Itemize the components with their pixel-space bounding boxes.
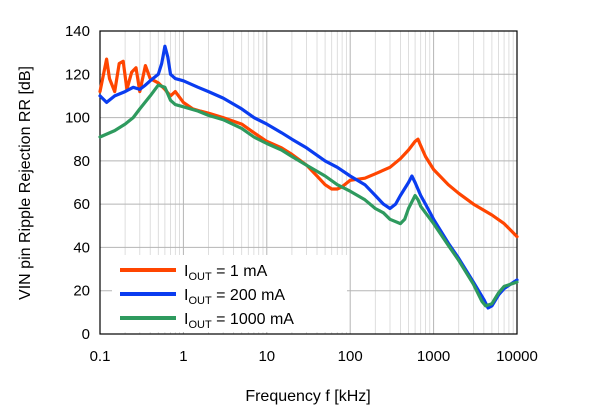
y-axis-label: VIN pin Ripple Rejection RR [dB]	[17, 66, 34, 300]
series-line-1	[98, 57, 519, 239]
x-tick-label: 100	[338, 348, 363, 365]
plot-frame	[99, 30, 518, 335]
y-tick-label: 100	[65, 110, 90, 127]
x-tick-label: 10000	[496, 348, 538, 365]
x-tick-label: 1000	[417, 348, 450, 365]
x-tick-label: 10	[258, 348, 275, 365]
series-lines	[98, 44, 519, 310]
y-tick-label: 80	[73, 153, 90, 170]
y-tick-label: 0	[82, 326, 90, 343]
legend-label-2: IOUT = 200 mA	[184, 287, 285, 307]
series-line-3	[98, 83, 519, 308]
legend-label-1: IOUT = 1 mA	[184, 263, 268, 283]
legend: IOUT = 1 mA IOUT = 200 mA IOUT = 1000 mA	[112, 255, 347, 332]
x-tick-label: 1	[179, 348, 187, 365]
legend-label-3: IOUT = 1000 mA	[184, 311, 294, 331]
y-tick-label: 140	[65, 23, 90, 40]
tick-labels: 0 20 40 60 80 100 120 140 0.1 1 10 100 1000 10000	[65, 23, 538, 365]
y-tick-label: 20	[73, 283, 90, 300]
x-axis-label: Frequency f [kHz]	[245, 388, 370, 405]
y-tick-label: 120	[65, 66, 90, 83]
y-tick-label: 40	[73, 239, 90, 256]
x-tick-label: 0.1	[90, 348, 111, 365]
y-tick-label: 60	[73, 196, 90, 213]
